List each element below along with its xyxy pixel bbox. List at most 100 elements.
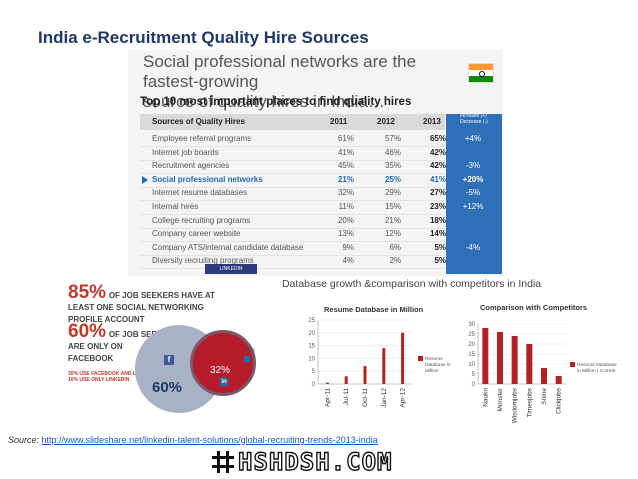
y-tick-label: 0	[472, 382, 476, 388]
facebook-icon: f	[164, 355, 174, 365]
table-row-source: Diversity recruiting programs	[152, 256, 254, 266]
x-tick-label: Apr-12	[400, 388, 407, 408]
source-link[interactable]: http://www.slideshare.net/linkedin-talen…	[41, 435, 378, 445]
chart1-title: Resume Database in Million	[324, 305, 424, 314]
infographic-headline: Social professional networks are the fas…	[143, 52, 473, 112]
table-cell-change: +12%	[462, 202, 484, 211]
header-change: Increase (+) Decrease (-)	[460, 113, 488, 125]
legend-label: Resume Database	[577, 362, 617, 368]
table-cell-2011: 32%	[337, 188, 354, 198]
table-cell-2012: 2%	[389, 256, 401, 266]
x-tick-label: Oct-11	[362, 388, 369, 407]
slide-title: India e-Recruitment Quality Hire Sources	[38, 28, 369, 47]
y-tick-label: 5	[472, 372, 476, 378]
change-column-band	[446, 114, 502, 274]
y-tick-label: 15	[468, 352, 475, 358]
linkedin-logo: LINKEDIN	[205, 264, 257, 274]
table-row-divider	[140, 214, 445, 215]
table-row-source: Recruitment agencies	[152, 161, 230, 171]
table-cell-change: +20%	[462, 174, 484, 184]
table-row-divider	[140, 200, 445, 202]
table-cell-2013: 18%	[429, 215, 446, 225]
india-flag-icon	[468, 63, 494, 83]
headline-line-2: source of quality hires in India…	[143, 92, 385, 111]
table-cell-2011: 61%	[337, 134, 354, 143]
table-cell-2013: 5%	[434, 256, 446, 266]
resume-database-chart: 0 5 10 15 20 25 Apr-11 Jul-11 Oct-11 Jan-12 Apr-12…	[308, 318, 451, 408]
table-title: Top 10 most important places to find qua…	[140, 96, 412, 108]
header-year-2012: 2012	[377, 117, 395, 126]
table-cell-2012: 35%	[384, 161, 401, 171]
legend-swatch	[570, 362, 575, 367]
venn-60-label: 60%	[152, 379, 183, 396]
social-stats: 85% OF JOB SEEKERS HAVE AT LEAST ONE SOC…	[68, 283, 298, 383]
table-cell-change: -4%	[465, 242, 481, 252]
header-year-2013: 2013	[423, 117, 441, 126]
stat-60: 60%	[68, 321, 107, 342]
table-cell-2011: 13%	[337, 229, 354, 239]
x-tick-label: Timesjobs	[526, 387, 533, 417]
table-row-divider	[140, 241, 445, 243]
table-cell-2013: 5%	[434, 242, 446, 252]
bar	[363, 366, 367, 384]
legend-swatch	[418, 356, 423, 361]
table-cell-change: +4%	[464, 134, 482, 143]
table-row-source: Internet resume databases	[152, 188, 248, 198]
y-tick-label: 15	[308, 344, 315, 350]
table-row-source: Internal hires	[152, 202, 199, 211]
header-source: Sources of Quality Hires	[152, 117, 245, 126]
table-cell-2011: 20%	[337, 215, 354, 225]
linkedin-icon: in	[220, 378, 228, 386]
venn-overlap-circle	[190, 330, 256, 396]
table-row-source: Social professional networks	[152, 174, 263, 184]
table-cell-2012: 46%	[384, 147, 401, 157]
legend-label: Resume	[425, 356, 443, 362]
table-cell-2013: 27%	[429, 188, 446, 198]
table-cell-change: -3%	[465, 161, 481, 171]
table-cell-change: -5%	[465, 188, 481, 198]
table-row-source: Company ATS/internal candidate database	[152, 242, 304, 252]
linkedin-small-icon	[244, 356, 250, 362]
bar	[401, 332, 405, 384]
table-cell-2011: 11%	[338, 202, 354, 211]
bar	[482, 328, 489, 384]
highlight-arrow-icon	[142, 176, 148, 184]
bar	[541, 368, 547, 384]
bar	[526, 344, 533, 384]
x-tick-label: Naukri	[482, 388, 489, 407]
y-tick-label: 25	[468, 332, 475, 338]
table-cell-2011: 4%	[342, 256, 354, 266]
table-row-divider	[140, 173, 445, 175]
header-year-2011: 2011	[330, 117, 348, 126]
table-cell-2013: 41%	[429, 174, 446, 184]
table-header-band	[140, 114, 445, 130]
x-tick-label: Shine	[541, 388, 548, 405]
legend-label: Database in	[425, 362, 451, 368]
table-cell-2012: 15%	[384, 202, 401, 211]
table-cell-2011: 21%	[337, 174, 354, 184]
bar	[325, 382, 329, 384]
table-cell-2012: 57%	[384, 134, 401, 143]
watermark-text: HSHDSH.COM	[237, 448, 393, 476]
infographic-panel	[128, 50, 503, 276]
table-cell-2012: 12%	[384, 229, 401, 239]
table-cell-2012: 25%	[384, 174, 401, 184]
table-row-divider	[140, 268, 445, 270]
table-row-source: Employee referral programs	[152, 134, 252, 143]
y-tick-label: 5	[312, 369, 316, 375]
table-cell-2012: 29%	[384, 188, 401, 198]
y-tick-label: 20	[308, 331, 315, 337]
bar	[555, 376, 562, 384]
venn-5-label: 5%	[246, 348, 255, 354]
table-cell-2012: 21%	[384, 215, 401, 225]
stat-85: 85%	[68, 282, 107, 303]
table-cell-2012: 6%	[389, 242, 401, 252]
bar	[382, 348, 386, 384]
bar	[344, 376, 348, 384]
x-tick-label: Apr-11	[324, 388, 331, 407]
table-cell-2011: 45%	[337, 161, 354, 171]
x-tick-label: Jan-12	[381, 388, 388, 408]
bar	[511, 336, 518, 384]
table-cell-2013: 42%	[429, 147, 446, 157]
x-tick-label: Jul-11	[343, 388, 350, 406]
